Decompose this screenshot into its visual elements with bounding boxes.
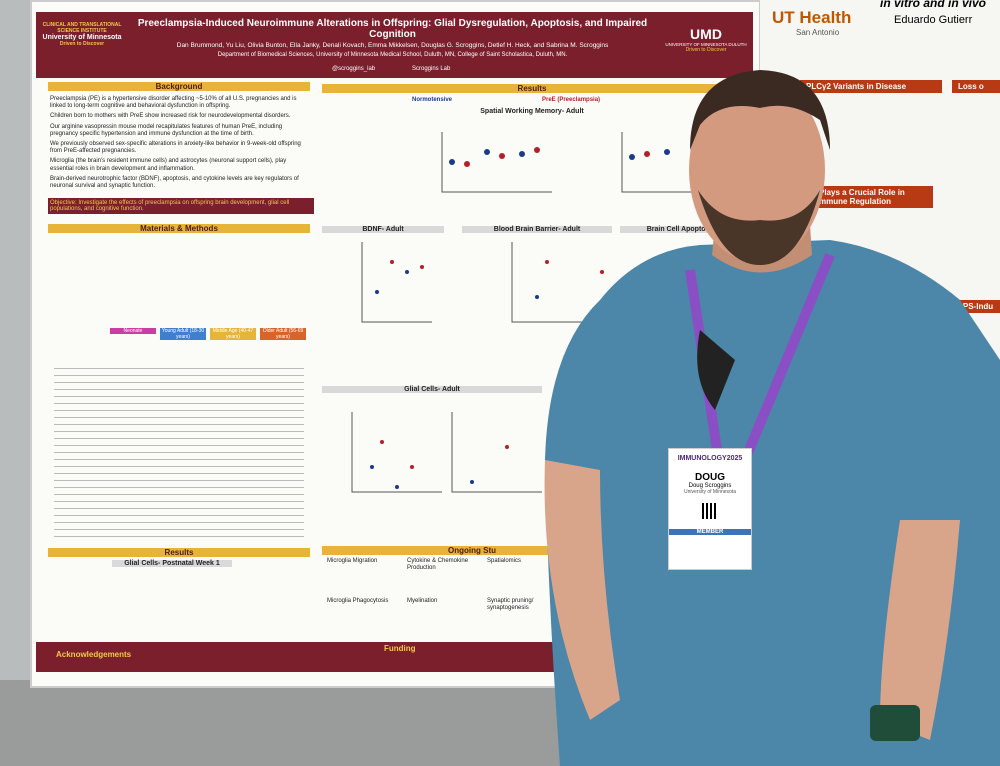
figures [351,132,722,493]
section-header: Materials & Methods [48,224,310,233]
arm [544,460,620,720]
section-header: Results [48,548,310,557]
panel-title: Spatial Working Memory- Adult [480,108,584,115]
list-item: Middle Age (40-47 years) [210,328,256,340]
list-item: Brain-derived neurotrophic factor (BDNF)… [50,175,299,189]
objective: Objective: Investigate the effects of pr… [48,198,314,214]
section-header: Results [322,84,742,93]
panel-title: Brain Cell Apoptosis [620,226,742,233]
authors: Dan Brummond, Yu Liu, Olivia Bunton, Ell… [176,42,609,49]
background-list: Preeclampsia (PE) is a hypertensive diso… [50,96,308,193]
list-item: Neonate [110,328,156,334]
panel-title: Glial Cells- Adult [322,386,542,393]
list-item: Microglia (the brain's resident immune c… [50,158,287,172]
panel-title: Glial Cells- Postnatal Week 1 [112,560,232,567]
list-item: We previously observed sex-specific alte… [50,140,301,155]
legend-entry: PreE (Preeclampsia) [542,97,601,103]
logo: UT Health [772,8,852,27]
handle: @scroggins_lab [332,66,376,72]
handle: Scroggins Lab [412,66,451,72]
qr [702,503,718,519]
list-item: Spatialomics [487,558,522,564]
footer-label: Acknowledgements [56,650,132,659]
badge-name: DOUG [695,472,725,483]
logo-text: Driven to Discover [685,47,727,53]
badge-org: University of Minnesota [684,489,736,495]
poster-title: Preeclampsia-Induced Neuroimmune Alterat… [137,18,648,40]
footer-label: Funding [384,644,416,653]
hair [690,70,830,150]
beard [698,190,820,265]
logo-text: UNIVERSITY OF MINNESOTA DULUTH [665,42,747,47]
list-item: Microglia Phagocytosis [327,598,389,604]
logo-text: Driven to Discover [59,41,105,47]
list-item: Our arginine vasopressin mouse model rec… [50,123,283,137]
section-header: Background [48,82,310,91]
sunglasses [697,330,735,410]
badge-tag: MEMBER [669,529,751,535]
legend-entry: Normotensive [412,97,453,103]
timeline: Neonate Young Adult (18-30 years) Middle A… [110,328,310,346]
list-item: Synaptic pruning/ synaptogenesis [487,598,534,612]
logo: San Antonio [796,28,840,37]
section-text: Plays a Crucial Role in [819,188,905,197]
badge: IMMUNOLOGY2025 DOUG Doug Scroggins Unive… [668,448,752,570]
logo-text: CLINICAL AND TRANSLATIONAL SCIENCE INSTI… [42,22,122,34]
arm [880,520,960,740]
panel-title: BDNF- Adult [322,226,444,233]
list-item: Cytokine & Chemokine Production [407,558,469,572]
neck [712,225,812,273]
section-header: Ongoing Stu [322,546,622,555]
logo-text: University of Minnesota [42,34,122,41]
section-header: Plays a Crucial Role in mmune Regulation [815,186,933,208]
header-band [36,12,753,78]
list-item: Microglia Migration [327,558,378,564]
badge-event: IMMUNOLOGY2025 [677,455,743,462]
section-text: mmune Regulation [819,197,892,206]
list-item: Older Adult (56-69 years) [260,328,306,340]
heading: in vitro and in vivo [880,0,987,10]
list-item: Children born to mothers with PreE show … [50,113,291,120]
list-item: Young Adult (18-30 years) [160,328,206,340]
affiliations: Department of Biomedical Sciences, Unive… [217,52,568,58]
ongoing-list: Microglia Migration Cytokine & Chemokine … [327,558,567,638]
logo: CLINICAL AND TRANSLATIONAL SCIENCE INSTI… [42,22,122,47]
list-item: Myelination [407,598,438,604]
section-header: Loss o [952,80,1000,93]
list-item: Preeclampsia (PE) is a hypertensive diso… [50,96,297,110]
author: Eduardo Gutierr [894,14,973,26]
logo-text: UMD [690,26,722,42]
section-header: PLCγ2 Variants in Disease [800,80,942,93]
watch [870,705,920,741]
panel-title: Blood Brain Barrier- Adult [462,226,612,233]
methods-text [54,362,304,542]
badge-full-name: Doug Scroggins [688,483,732,489]
logo: UMD UNIVERSITY OF MINNESOTA DULUTH Driven … [662,26,750,53]
